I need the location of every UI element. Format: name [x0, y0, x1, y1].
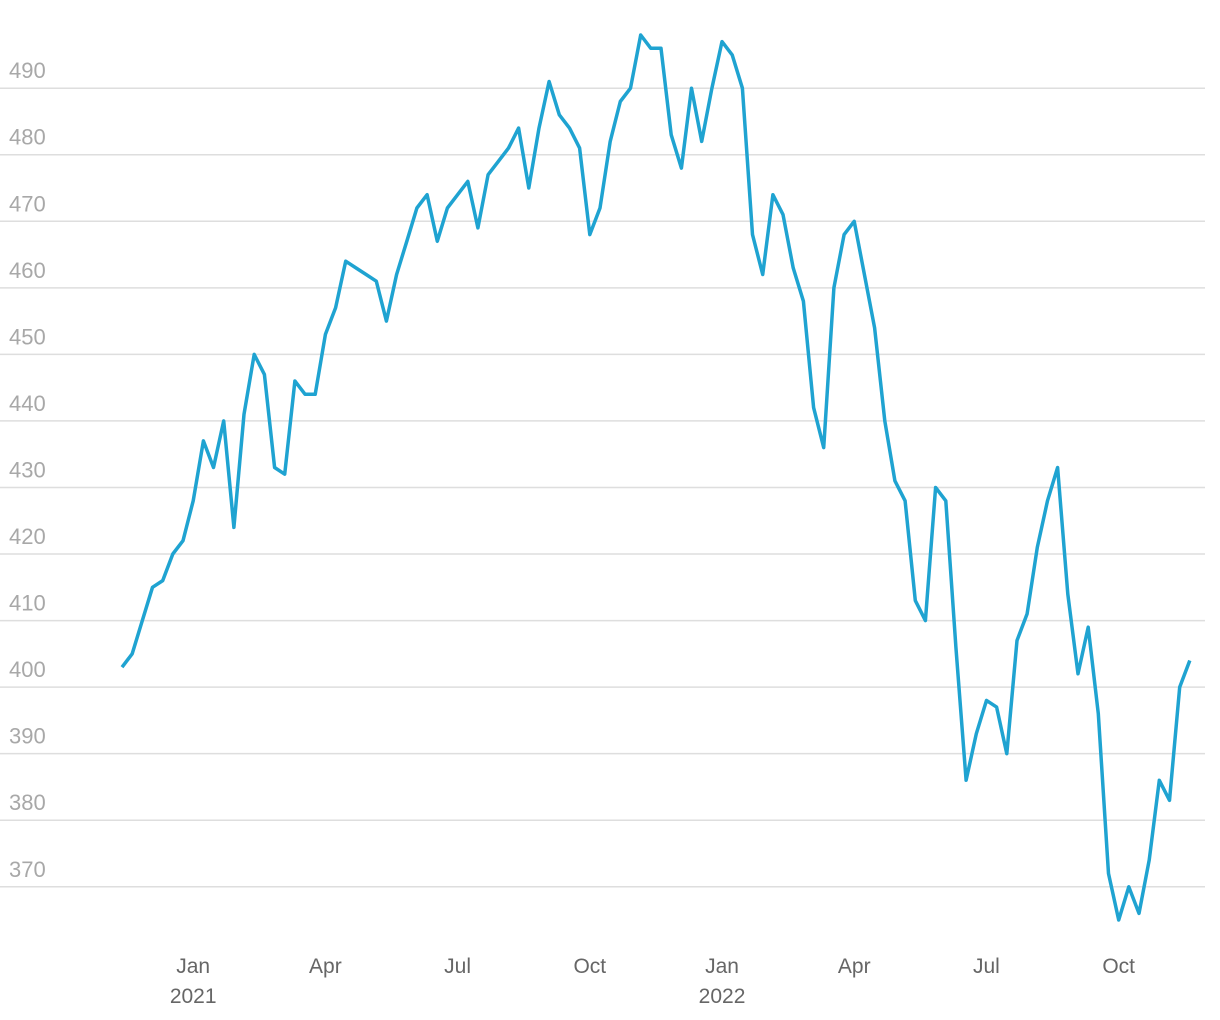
y-tick-label: 430 [9, 457, 46, 482]
y-tick-label: 470 [9, 191, 46, 216]
y-tick-label: 480 [9, 125, 46, 150]
y-tick-label: 370 [9, 857, 46, 882]
price-line [120, 33, 1192, 922]
x-tick-label: Apr [837, 955, 871, 978]
y-tick-label: 410 [9, 591, 46, 616]
x-tick-label: Oct [573, 955, 607, 978]
x-tick-label: Jul [973, 955, 1000, 978]
x-tick-label: Apr [309, 955, 342, 978]
y-tick-label: 440 [9, 391, 46, 416]
y-tick-label: 420 [9, 524, 46, 549]
y-tick-label: 380 [9, 790, 46, 815]
x-tick-label: Jan 2021 [169, 955, 217, 1008]
y-tick-label: 400 [9, 657, 46, 682]
y-tick-label: 450 [9, 324, 46, 349]
y-tick-label: 460 [9, 258, 46, 283]
x-tick-label: Jan 2022 [698, 955, 746, 1008]
y-tick-label: 390 [9, 724, 46, 749]
x-tick-label: Oct [1102, 955, 1135, 978]
x-tick-label: Jul [444, 955, 472, 978]
y-tick-label: 490 [9, 58, 46, 83]
